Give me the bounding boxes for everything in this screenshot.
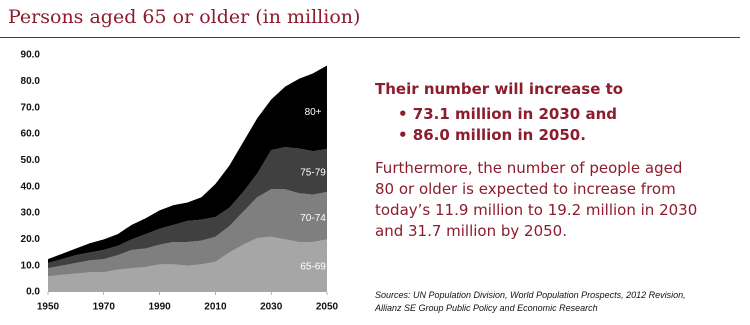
x-tick-label: 1950: [37, 302, 60, 313]
x-tick-label: 1970: [93, 302, 116, 313]
y-tick-label: 30.0: [21, 208, 41, 219]
area: [48, 147, 327, 269]
chart: 65-69 70-74 75-79 80+ 0.0 10.0 20.0 30.0 40.0 50.…: [21, 50, 339, 313]
y-tick-label: 50.0: [21, 155, 41, 166]
sources: Sources: UN Population Division, World P…: [375, 289, 686, 315]
source-line: Sources: UN Population Division, World P…: [375, 290, 686, 300]
y-tick-label: 0.0: [26, 287, 40, 298]
body-line: today’s 11.9 million to 19.2 million in …: [375, 201, 698, 219]
y-tick-label: 40.0: [21, 181, 41, 192]
area-label: 65-69: [300, 262, 326, 273]
body-line: and 31.7 million by 2050.: [375, 222, 567, 240]
body-text: Furthermore, the number of people aged 8…: [375, 158, 697, 242]
area-label: 80+: [305, 107, 322, 118]
y-tick-label: 90.0: [21, 50, 41, 61]
x-tick-label: 1990: [148, 302, 171, 313]
area: [48, 65, 327, 264]
x-tick-label: 2050: [316, 302, 339, 313]
source-line: Allianz SE Group Public Policy and Econo…: [375, 303, 598, 313]
area-label: 75-79: [300, 167, 326, 178]
bullet: • 86.0 million in 2050.: [398, 126, 586, 144]
body-line: Furthermore, the number of people aged: [375, 159, 683, 177]
highlight-bullets: • 73.1 million in 2030 and • 86.0 millio…: [398, 104, 617, 146]
y-tick-label: 80.0: [21, 76, 41, 87]
area: [48, 189, 327, 277]
area: [48, 236, 327, 292]
x-tick-label: 2010: [204, 302, 227, 313]
y-tick-label: 60.0: [21, 129, 41, 140]
bullet: • 73.1 million in 2030 and: [398, 105, 617, 123]
chart-title: Persons aged 65 or older (in million): [8, 6, 361, 28]
body-line: 80 or older is expected to increase from: [375, 180, 676, 198]
x-tick-label: 2030: [260, 302, 283, 313]
area-label: 70-74: [300, 213, 326, 224]
highlight-heading: Their number will increase to: [375, 80, 624, 98]
y-tick-label: 10.0: [21, 260, 41, 271]
y-tick-label: 20.0: [21, 234, 41, 245]
y-tick-label: 70.0: [21, 102, 41, 113]
title-rule: [0, 37, 740, 38]
